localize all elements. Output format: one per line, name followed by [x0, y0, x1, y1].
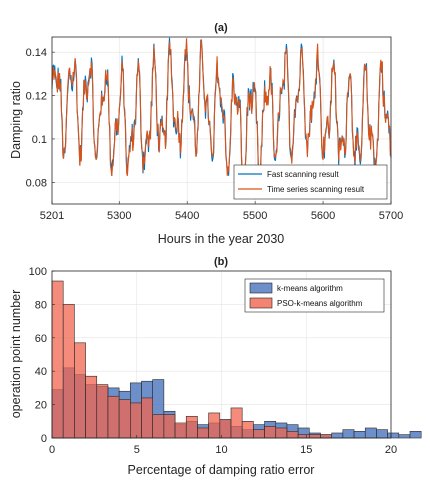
chart-a-tick-label-x: 5300	[107, 210, 131, 222]
chart-b-bar-kmeans-30	[387, 432, 400, 439]
chart-a-legend-item-2: Time series scanning result	[267, 185, 365, 194]
chart-a-tick-label-y: 0.14	[26, 47, 47, 59]
chart-b-bar-pso-kmeans-4	[96, 384, 109, 439]
chart-b-bar-kmeans-32	[409, 431, 422, 439]
chart-b-bar-pso-kmeans-2	[74, 342, 86, 439]
chart-a-legend-item-1: Fast scanning result	[267, 170, 339, 179]
chart-b-bar-kmeans-28	[364, 427, 377, 439]
chart-b-legend: k-means algorithm PSO-k-means algorithm	[244, 278, 385, 313]
chart-b-bar-kmeans-26	[342, 429, 355, 439]
chart-b-tick-label-x: 10	[215, 444, 227, 456]
chart-b-tick-label-y: 0	[41, 433, 47, 445]
chart-b-bar-pso-kmeans-13	[197, 427, 209, 439]
chart-b-tick-label-y: 20	[35, 400, 47, 412]
chart-a-xlabel: Hours in the year 2030	[158, 232, 285, 246]
chart-b-bar-pso-kmeans-19	[264, 426, 277, 439]
chart-a-tick-label-x: 5500	[243, 210, 267, 222]
chart-a-tick-label-x: 5201	[40, 210, 64, 222]
chart-a-title: (a)	[214, 22, 228, 34]
chart-b-bar-pso-kmeans-23	[308, 434, 321, 439]
chart-b-bar-pso-kmeans-8	[141, 397, 153, 439]
chart-b-bar-pso-kmeans-1	[62, 304, 75, 439]
chart-a-series	[51, 37, 392, 178]
chart-b-bar-kmeans-27	[353, 431, 366, 439]
chart-a-tick-label-y: 0.12	[26, 91, 47, 103]
chart-b-tick-label-y: 80	[35, 299, 47, 311]
chart-b-bar-pso-kmeans-21	[286, 431, 299, 439]
chart-a-ticks: 5201 5300 5400 5500 5600 5700 0.08 0.1 0.12 0.14	[26, 47, 404, 222]
chart-b-bar-pso-kmeans-22	[297, 434, 310, 439]
chart-b-bar-pso-kmeans-16	[230, 407, 243, 439]
chart-b-bar-kmeans-29	[376, 429, 388, 439]
chart-a-series-time-series-scanning	[51, 38, 392, 178]
chart-b-xlabel: Percentage of damping ratio error	[128, 463, 315, 477]
chart-b-tick-label-y: 60	[35, 333, 47, 345]
chart-b-bar-pso-kmeans-11	[174, 422, 187, 439]
chart-b-bar-pso-kmeans-20	[275, 427, 288, 439]
chart-b-bar-kmeans-25	[331, 432, 344, 439]
chart-b-title: (b)	[214, 256, 228, 268]
chart-b-bar-pso-kmeans-10	[163, 414, 176, 439]
chart-b-bar-pso-kmeans-18	[253, 429, 265, 439]
chart-b-ticks: 0 5 10 15 20 0 20 40 60 80 100	[29, 266, 397, 456]
chart-b-legend-item-2: PSO-k-means algorithm	[277, 299, 363, 308]
chart-b-bar-pso-kmeans-6	[118, 399, 131, 439]
chart-b-tick-label-x: 5	[134, 444, 140, 456]
chart-b-tick-label-x: 0	[49, 444, 55, 456]
chart-a-tick-label-y: 0.1	[32, 134, 47, 146]
chart-b-tick-label-x: 15	[300, 444, 312, 456]
chart-b-bar-pso-kmeans-14	[208, 412, 221, 439]
chart-b-bar-kmeans-31	[398, 434, 411, 439]
chart-a-legend: Fast scanning result Time series scannin…	[233, 164, 388, 200]
chart-b-bar-pso-kmeans-24	[320, 434, 332, 439]
chart-b-bar-pso-kmeans-3	[85, 375, 98, 439]
chart-a-tick-label-x: 5400	[175, 210, 199, 222]
chart-b-tick-label-y: 100	[29, 266, 47, 278]
chart-b-ylabel: operation point number	[9, 290, 23, 419]
chart-a-tick-label-y: 0.08	[26, 177, 47, 189]
chart-b-bar-pso-kmeans-17	[241, 420, 254, 439]
chart-b-bar-pso-kmeans-12	[185, 415, 198, 439]
chart-a-tick-label-x: 5700	[379, 210, 403, 222]
chart-a-tick-label-x: 5600	[311, 210, 335, 222]
chart-a-ylabel: Damping ratio	[9, 81, 23, 159]
chart-b-tick-label-x: 20	[385, 444, 397, 456]
chart-b-bar-pso-kmeans-9	[152, 414, 165, 439]
chart-b-bar-pso-kmeans-7	[130, 402, 142, 439]
chart-b-bar-pso-kmeans-5	[107, 395, 120, 439]
chart-b-legend-item-1: k-means algorithm	[277, 284, 343, 293]
chart-b-tick-label-y: 40	[35, 366, 47, 378]
